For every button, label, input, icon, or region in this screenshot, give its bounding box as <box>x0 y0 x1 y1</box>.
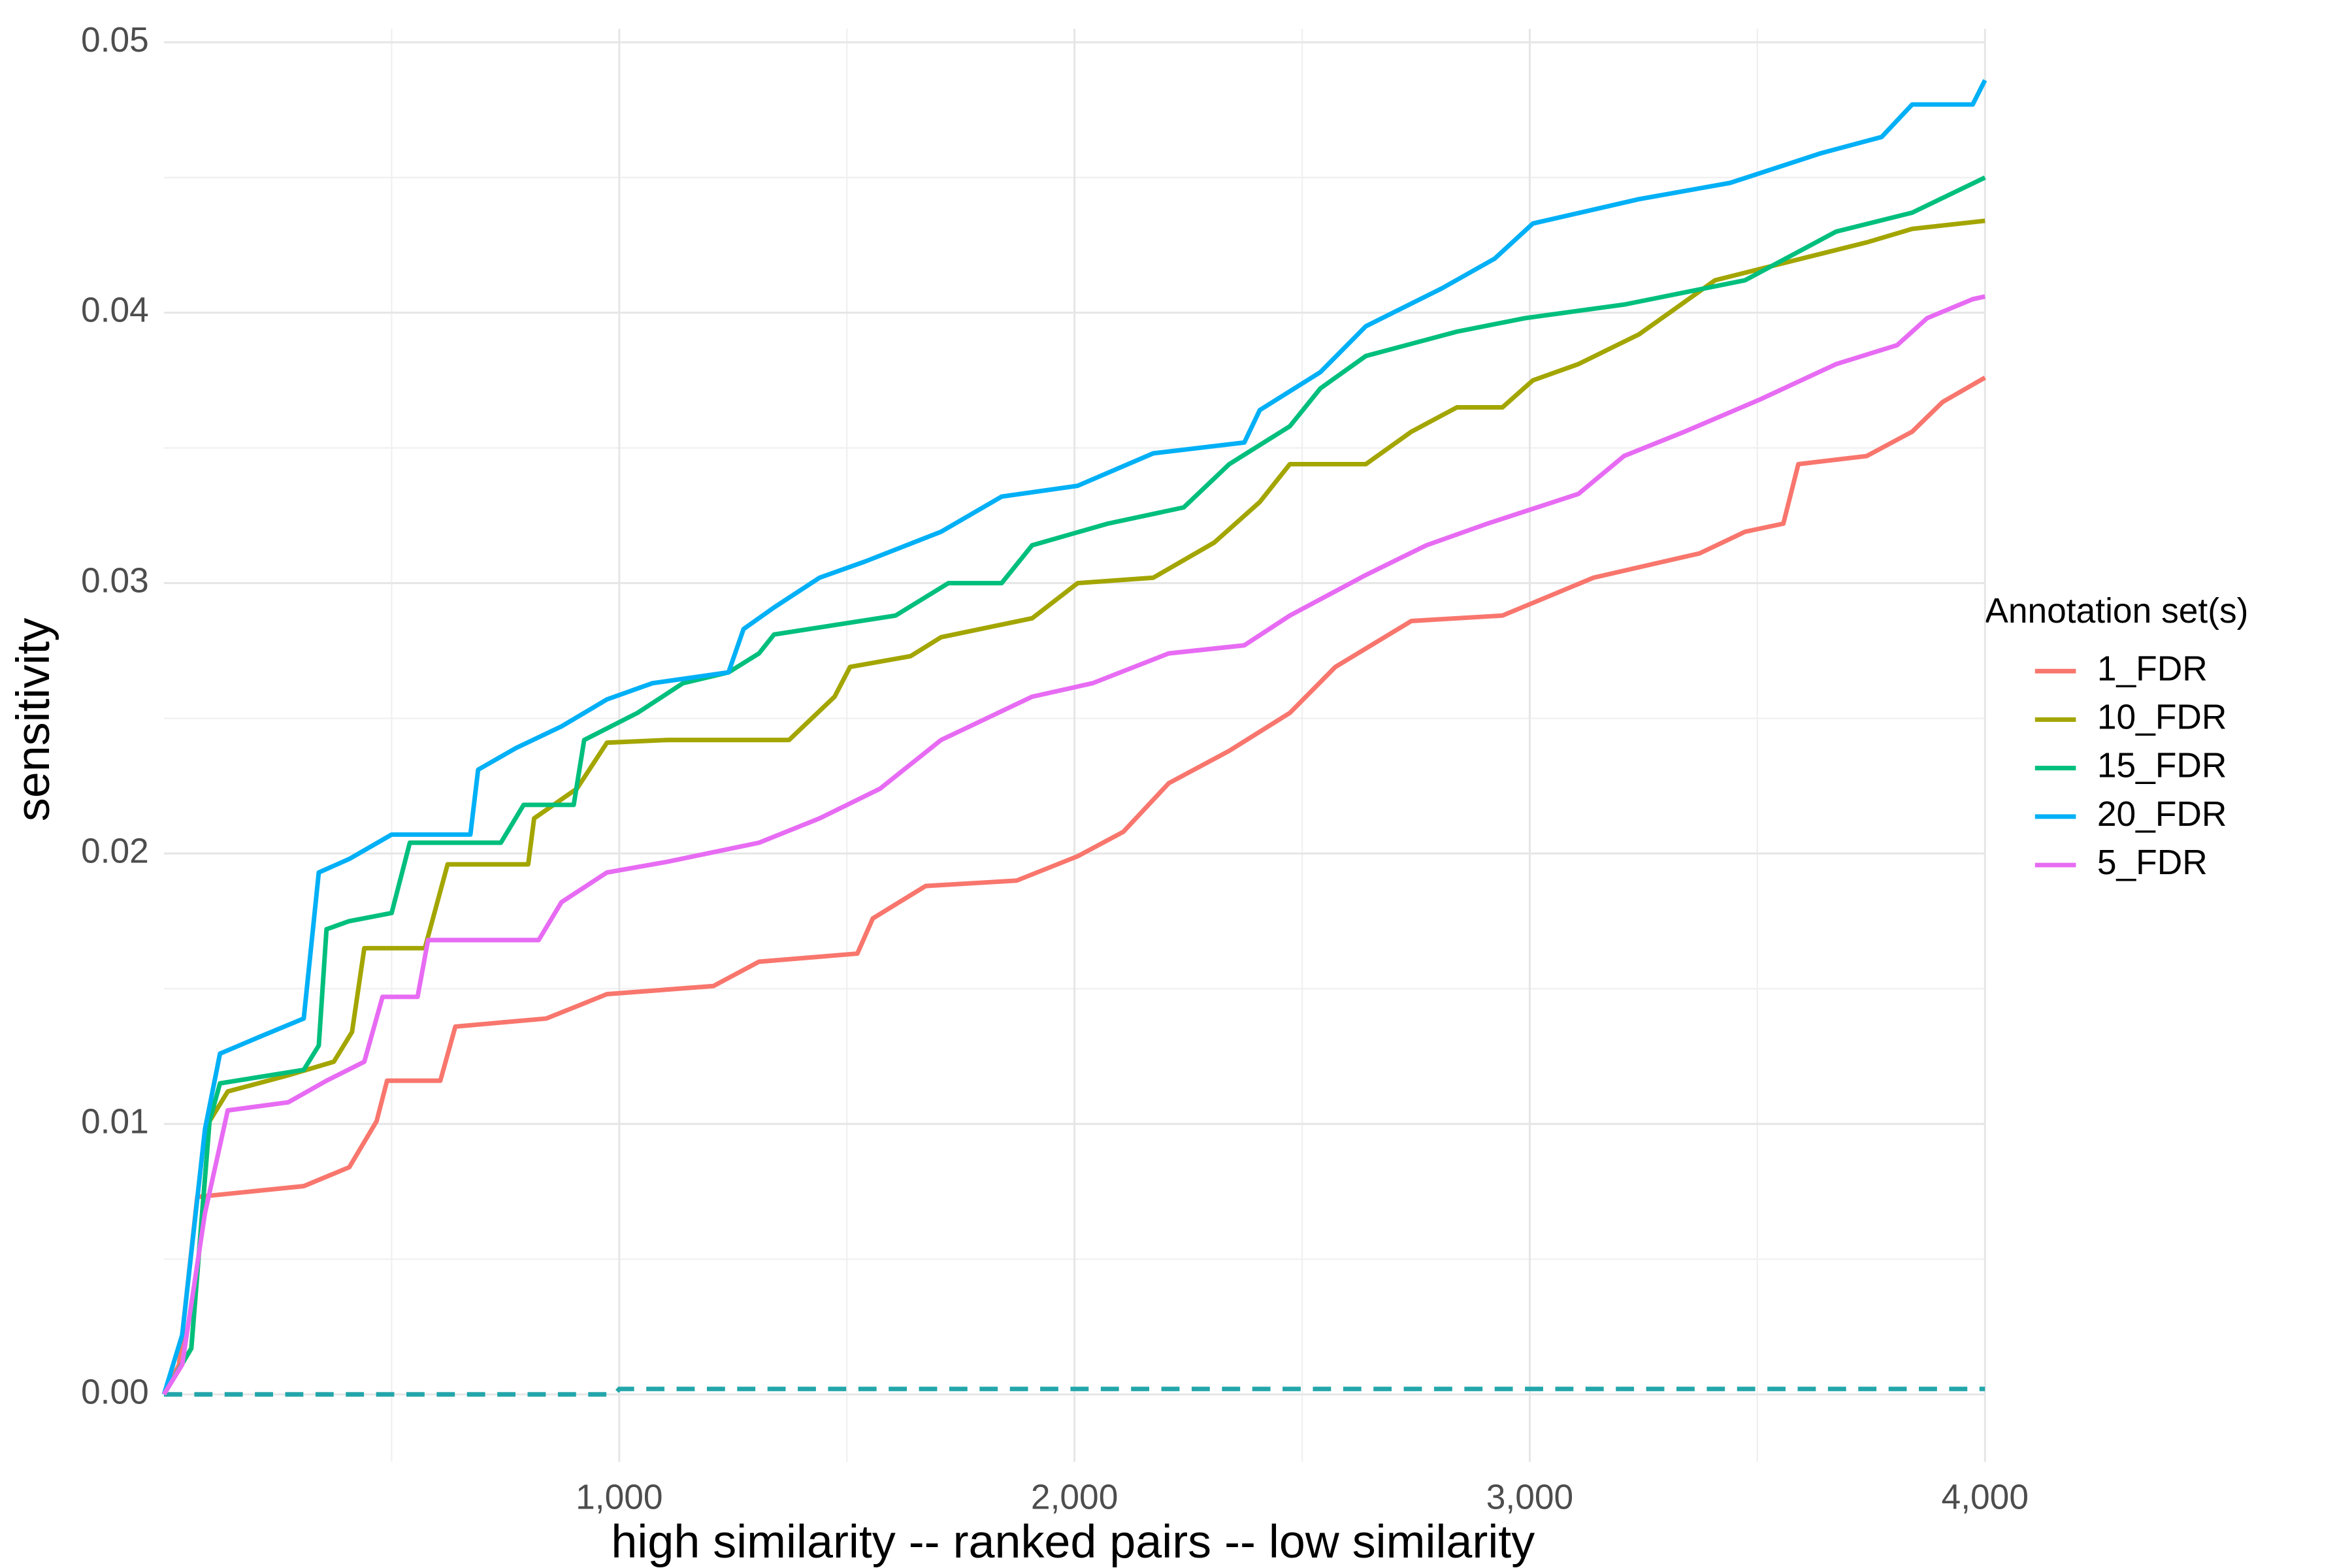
series-line <box>162 294 1986 1396</box>
y-tick-label: 0.05 <box>81 21 149 59</box>
x-tick-label: 4,000 <box>1942 1478 2029 1517</box>
legend-label: 10_FDR <box>2097 698 2227 737</box>
y-tick-label: 0.04 <box>81 291 149 330</box>
legend-label: 1_FDR <box>2097 649 2208 688</box>
legend-label: 5_FDR <box>2097 843 2208 882</box>
y-axis-title: sensitivity <box>7 618 59 822</box>
series-line <box>161 375 1986 1396</box>
reference-line <box>164 1386 1985 1397</box>
y-tick-label: 0.02 <box>81 832 149 871</box>
y-tick-label: 0.00 <box>81 1373 149 1411</box>
legend-label: 15_FDR <box>2097 747 2227 785</box>
legend-title: Annotation set(s) <box>1985 592 2248 630</box>
legend-label: 20_FDR <box>2097 795 2227 834</box>
series-line <box>161 79 1987 1396</box>
x-tick-label: 3,000 <box>1486 1478 1573 1517</box>
x-axis-title: high similarity -- ranked pairs -- low s… <box>611 1516 1535 1568</box>
series-line <box>162 218 1985 1396</box>
y-tick-label: 0.03 <box>81 562 149 600</box>
series-line <box>162 175 1986 1396</box>
x-tick-label: 1,000 <box>576 1478 662 1517</box>
y-tick-label: 0.01 <box>81 1102 149 1141</box>
x-tick-label: 2,000 <box>1031 1478 1118 1517</box>
